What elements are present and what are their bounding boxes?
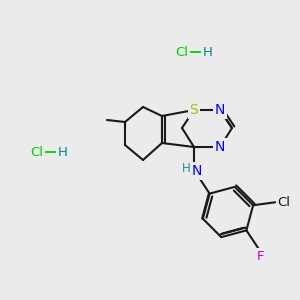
- Text: N: N: [192, 164, 202, 178]
- Text: H: H: [58, 146, 68, 158]
- Text: Cl: Cl: [278, 196, 291, 209]
- Text: H: H: [182, 161, 190, 175]
- Text: F: F: [256, 250, 264, 263]
- Text: Cl: Cl: [176, 46, 188, 59]
- Text: Cl: Cl: [31, 146, 44, 158]
- Text: N: N: [215, 103, 225, 117]
- Text: H: H: [203, 46, 213, 59]
- Text: N: N: [215, 140, 225, 154]
- Text: S: S: [190, 103, 198, 117]
